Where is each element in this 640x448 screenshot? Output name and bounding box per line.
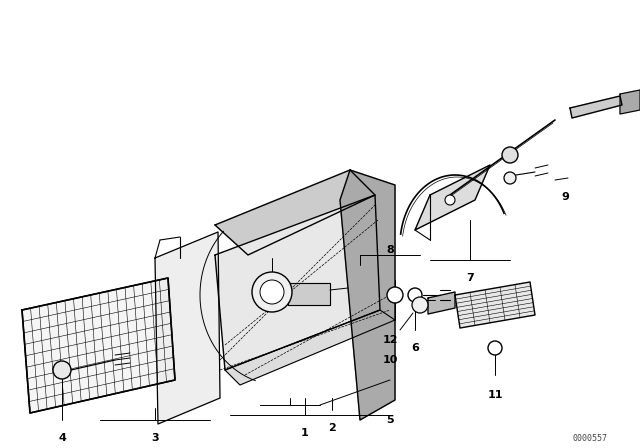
Text: 4: 4 <box>58 433 66 443</box>
Circle shape <box>260 280 284 304</box>
Text: 1: 1 <box>301 428 309 438</box>
Polygon shape <box>340 170 395 420</box>
Circle shape <box>408 288 422 302</box>
Text: 7: 7 <box>466 273 474 283</box>
Text: 6: 6 <box>411 343 419 353</box>
Polygon shape <box>570 96 622 118</box>
Circle shape <box>252 272 292 312</box>
Polygon shape <box>155 232 220 424</box>
Polygon shape <box>455 282 535 328</box>
Text: 11: 11 <box>487 390 503 400</box>
Polygon shape <box>225 310 395 385</box>
Text: 0000557: 0000557 <box>573 434 607 443</box>
Polygon shape <box>620 90 640 114</box>
Circle shape <box>412 297 428 313</box>
Polygon shape <box>22 278 175 413</box>
Text: 10: 10 <box>382 355 397 365</box>
Polygon shape <box>415 165 490 230</box>
Text: 5: 5 <box>386 415 394 425</box>
Circle shape <box>488 341 502 355</box>
Text: 12: 12 <box>382 335 397 345</box>
Circle shape <box>387 287 403 303</box>
Polygon shape <box>428 292 455 314</box>
Circle shape <box>502 147 518 163</box>
Text: 3: 3 <box>151 433 159 443</box>
Text: 9: 9 <box>561 192 569 202</box>
Circle shape <box>445 195 455 205</box>
Polygon shape <box>215 195 380 370</box>
Polygon shape <box>215 170 375 255</box>
Polygon shape <box>288 283 330 305</box>
Text: 2: 2 <box>328 423 336 433</box>
Text: 8: 8 <box>386 245 394 255</box>
Circle shape <box>504 172 516 184</box>
Circle shape <box>53 361 71 379</box>
